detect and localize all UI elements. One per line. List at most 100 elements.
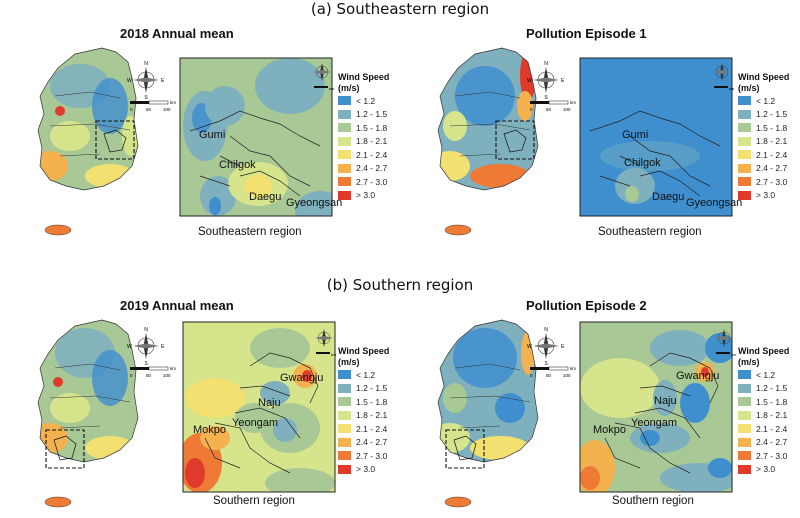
jeju-island [44,224,72,236]
legend-title: Wind Speed [338,72,390,82]
city-label-chilgok: Chilgok [624,157,661,169]
compass-rose-icon: N S E W [127,61,165,101]
city-label-naju: Naju [258,397,281,409]
compass-rose-icon: N S E W [527,61,565,101]
legend: Wind Speed (m/s) < 1.2 1.2 - 1.5 1.5 - 1… [738,346,800,476]
legend-item: < 1.2 [338,368,402,382]
compass-e: E [561,78,565,84]
panel-pollution-episode-2: Pollution Episode 2 N S E W [400,298,800,518]
section-title-southern: (b) Southern region [326,276,474,294]
legend-unit: (m/s) [338,83,360,93]
scale-tick-50: 50 [146,107,152,112]
zoom-scale-bar [716,352,730,354]
city-label-gumi: Gumi [199,129,225,141]
legend: Wind Speed (m/s) < 1.2 1.2 - 1.5 1.5 - 1… [338,346,402,476]
legend-item: 1.2 - 1.5 [738,108,800,122]
legend-unit: (m/s) [738,83,760,93]
map-figure: N S E W 0 50 100 km [37,319,337,508]
scale-tick-50: 50 [546,107,552,112]
zoom-compass-icon [713,63,731,81]
map-caption: Southern region [213,495,295,507]
scale-unit: km [170,100,176,105]
legend-item: 1.8 - 2.1 [738,409,800,423]
compass-rose-icon: N S E W [127,327,165,367]
compass-w: W [527,78,532,84]
legend-item: 1.5 - 1.8 [738,395,800,409]
zoom-scale-unit: km [331,352,337,357]
legend-unit: (m/s) [338,357,360,367]
map-caption: Southeastern region [598,226,702,238]
legend: Wind Speed (m/s) < 1.2 1.2 - 1.5 1.5 - 1… [738,72,800,202]
scale-bar: 0 50 100 km [130,100,176,112]
legend-item: 1.2 - 1.5 [738,382,800,396]
legend-item: 1.2 - 1.5 [338,382,402,396]
zoom-compass-icon [715,329,733,347]
section-title-southeastern: (a) Southeastern region [310,0,490,18]
zoom-scale-unit: km [731,352,737,357]
panel-2019-annual-mean: 2019 Annual mean N S E W [0,298,400,518]
zoomed-wind-map [183,322,335,492]
city-label-mokpo: Mokpo [193,424,226,436]
compass-s: S [144,95,148,101]
scale-tick-0: 0 [530,107,533,112]
city-label-yeongam: Yeongam [631,417,677,429]
legend-item: < 1.2 [738,94,800,108]
jeju-island [44,496,72,508]
legend-item: 1.2 - 1.5 [338,108,402,122]
legend-item: 1.8 - 2.1 [338,135,402,149]
legend-item: > 3.0 [738,189,800,203]
legend-item: 2.7 - 3.0 [738,175,800,189]
scale-unit: km [570,100,576,105]
legend-item: 2.4 - 2.7 [338,436,402,450]
map-figure: N S E W 0 50 100 km [437,319,737,508]
jeju-island [444,496,472,508]
legend-unit: (m/s) [738,357,760,367]
scale-bar: 0 50 100 km [530,366,576,378]
compass-n: N [144,327,148,333]
legend-item: 1.5 - 1.8 [338,395,402,409]
legend-item: 2.7 - 3.0 [738,449,800,463]
legend-item: 2.7 - 3.0 [338,449,402,463]
legend-item: 1.8 - 2.1 [738,135,800,149]
legend-item: 2.1 - 2.4 [738,148,800,162]
scale-tick-100: 100 [163,107,171,112]
city-label-daegu: Daegu [249,191,281,203]
panel-pollution-episode-1: Pollution Episode 1 N S E W [400,26,800,246]
panel-title: 2018 Annual mean [120,26,234,41]
zoomed-wind-map [580,58,732,216]
legend-item: 2.4 - 2.7 [738,436,800,450]
compass-n: N [544,327,548,333]
scale-tick-100: 100 [163,373,171,378]
legend-item: 1.5 - 1.8 [338,121,402,135]
legend-item: > 3.0 [738,463,800,477]
legend-item: > 3.0 [338,189,402,203]
city-label-mokpo: Mokpo [593,424,626,436]
scale-tick-100: 100 [563,107,571,112]
zoom-indicator-box [45,429,85,469]
legend-item: > 3.0 [338,463,402,477]
zoom-compass-icon [315,329,333,347]
zoom-indicator-box [95,120,135,160]
city-label-daegu: Daegu [652,191,684,203]
panel-title: Pollution Episode 2 [526,298,647,313]
panel-2018-annual-mean: 2018 Annual mean N S E [0,26,400,246]
city-label-gyeongsan: Gyeongsan [686,197,742,209]
city-label-naju: Naju [654,395,677,407]
zoom-scale-bar [714,86,728,88]
scale-tick-0: 0 [130,373,133,378]
zoom-indicator-box [495,120,535,160]
zoom-scale-bar [314,86,328,88]
korea-overview-map [438,48,538,190]
zoom-compass-icon [313,63,331,81]
compass-w: W [127,78,132,84]
compass-w: W [527,344,532,350]
scale-tick-0: 0 [130,107,133,112]
scale-tick-0: 0 [530,373,533,378]
scale-tick-100: 100 [563,373,571,378]
legend-title: Wind Speed [738,346,790,356]
compass-rose-icon: N S E W [527,327,565,367]
compass-s: S [544,95,548,101]
city-label-gwangju: Gwangju [280,372,323,384]
panel-title: Pollution Episode 1 [526,26,647,41]
map-figure: N S E W 0 50 100 km Gumi Chilgok Daegu G… [437,47,742,236]
